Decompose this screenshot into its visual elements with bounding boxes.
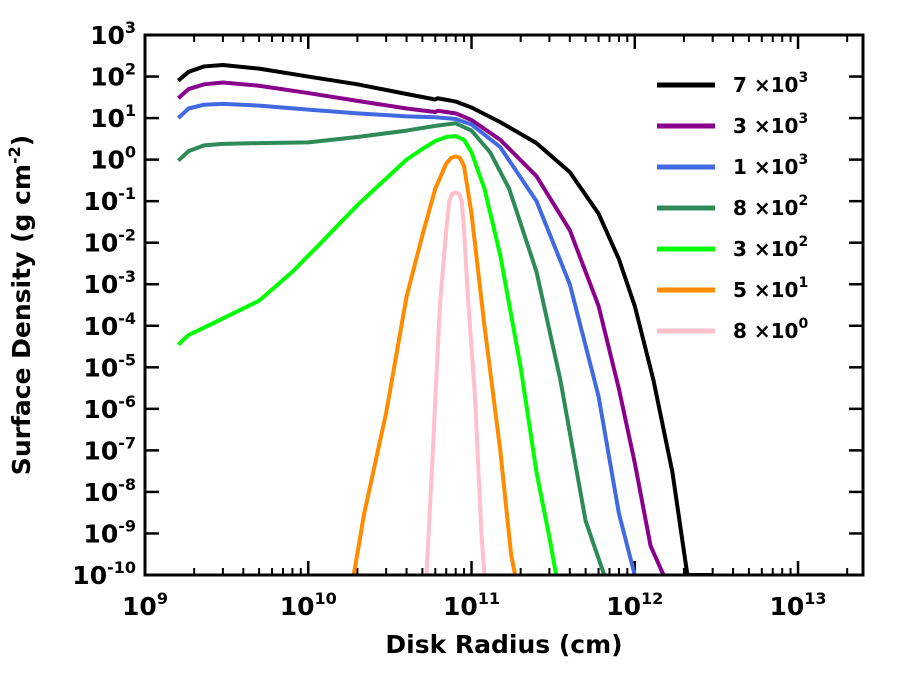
y-tick-label: 10-1: [83, 184, 136, 216]
y-tick-label-base: 10: [83, 353, 118, 382]
legend-label: 1 ×103: [733, 152, 808, 179]
y-tick-label-base: 10: [90, 104, 125, 133]
x-tick-label: 1010: [280, 589, 337, 621]
x-tick-label: 1012: [606, 589, 663, 621]
legend-label-exp: 2: [798, 193, 808, 209]
y-tick-label-base: 10: [72, 561, 107, 590]
legend-label-base: 7 ×10: [733, 73, 798, 97]
legend-label-exp: 1: [798, 275, 808, 291]
y-axis-title-tail: ): [7, 135, 36, 146]
y-tick-label-exp: -3: [118, 267, 136, 286]
x-tick-label: 1013: [770, 589, 827, 621]
legend-label-base: 8 ×10: [733, 319, 798, 343]
y-tick-label-exp: 1: [125, 101, 136, 120]
series-group: [176, 62, 713, 575]
legend-label-exp: 3: [798, 111, 808, 127]
x-tick-labels: 109 1010 1011 1012 1013: [122, 589, 827, 621]
y-tick-label: 10-3: [83, 267, 136, 299]
legend-label-exp: 2: [798, 234, 808, 250]
y-tick-label-exp: -9: [118, 516, 136, 535]
y-tick-labels: 10310210110010-110-210-310-410-510-610-7…: [72, 18, 136, 590]
y-axis-title: Surface Density (g cm-2): [5, 135, 36, 475]
legend-label-exp: 3: [798, 152, 808, 168]
x-tick-label-exp: 9: [157, 589, 168, 608]
y-tick-label-exp: 0: [125, 143, 136, 162]
legend-label-base: 3 ×10: [733, 114, 798, 138]
y-tick-label-base: 10: [83, 436, 118, 465]
x-tick-label-base: 10: [606, 592, 641, 621]
y-tick-label-exp: -1: [118, 184, 136, 203]
y-tick-label-exp: -6: [118, 392, 136, 411]
y-tick-label-exp: 2: [125, 60, 136, 79]
y-tick-label: 10-7: [83, 433, 136, 465]
x-axis-title: Disk Radius (cm): [385, 630, 622, 659]
legend-label: 3 ×103: [733, 111, 808, 138]
legend-label: 7 ×103: [733, 70, 808, 97]
series-line-7: [424, 190, 487, 575]
legend-label: 8 ×100: [733, 316, 808, 343]
y-tick-label-base: 10: [90, 63, 125, 92]
y-tick-label-exp: 3: [125, 18, 136, 37]
legend-label-base: 1 ×10: [733, 155, 798, 179]
plot-frame: [143, 33, 865, 577]
y-axis-title-exp: -2: [5, 146, 24, 164]
legend-label: 5 ×101: [733, 275, 808, 302]
legend-label: 8 ×102: [733, 193, 808, 220]
y-tick-label-base: 10: [90, 146, 125, 175]
y-tick-label: 10-9: [83, 516, 136, 548]
y-tick-label-exp: -4: [118, 309, 136, 328]
x-tick-label-exp: 10: [315, 589, 337, 608]
series-line-2: [176, 80, 666, 575]
legend-label-exp: 0: [798, 316, 808, 332]
x-tick-label-base: 10: [280, 592, 315, 621]
series-line-6: [351, 154, 518, 575]
y-tick-label: 102: [90, 60, 136, 92]
y-tick-label: 101: [90, 101, 136, 133]
x-tick-label-base: 10: [443, 592, 478, 621]
legend-label-base: 8 ×10: [733, 196, 798, 220]
x-tick-label: 109: [122, 589, 168, 621]
series-line-5: [176, 134, 559, 575]
x-tick-label-exp: 11: [478, 589, 500, 608]
y-tick-label-base: 10: [90, 21, 125, 50]
y-tick-label: 10-10: [72, 558, 136, 590]
y-tick-label: 10-5: [83, 350, 136, 382]
y-tick-label-base: 10: [83, 187, 118, 216]
y-tick-label-exp: -7: [118, 433, 136, 452]
legend-label: 3 ×102: [733, 234, 808, 261]
y-tick-label-exp: -10: [107, 558, 136, 577]
y-tick-label-exp: -5: [118, 350, 136, 369]
legend-label-base: 5 ×10: [733, 278, 798, 302]
x-tick-label-base: 10: [770, 592, 805, 621]
y-tick-label-base: 10: [83, 312, 118, 341]
y-tick-label: 100: [90, 143, 136, 175]
x-tick-label-exp: 12: [641, 589, 663, 608]
y-tick-label-base: 10: [83, 395, 118, 424]
series-line-4: [176, 121, 607, 575]
y-tick-label-base: 10: [83, 519, 118, 548]
y-tick-label-base: 10: [83, 229, 118, 258]
y-tick-label: 10-8: [83, 475, 136, 507]
y-tick-label: 10-4: [83, 309, 136, 341]
y-tick-label-base: 10: [83, 270, 118, 299]
x-tick-label-base: 10: [122, 592, 157, 621]
y-tick-label-base: 10: [83, 478, 118, 507]
y-tick-label-exp: -8: [118, 475, 136, 494]
x-tick-label: 1011: [443, 589, 500, 621]
series-line-3: [176, 101, 637, 575]
y-tick-label: 103: [90, 18, 136, 50]
y-tick-label: 10-2: [83, 226, 136, 258]
series-line-1: [177, 62, 713, 575]
legend-label-exp: 3: [798, 70, 808, 86]
y-tick-label-exp: -2: [118, 226, 136, 245]
y-tick-label: 10-6: [83, 392, 136, 424]
legend-label-base: 3 ×10: [733, 237, 798, 261]
x-tick-label-exp: 13: [804, 589, 826, 608]
y-axis-title-main: Surface Density (g cm: [7, 164, 36, 475]
